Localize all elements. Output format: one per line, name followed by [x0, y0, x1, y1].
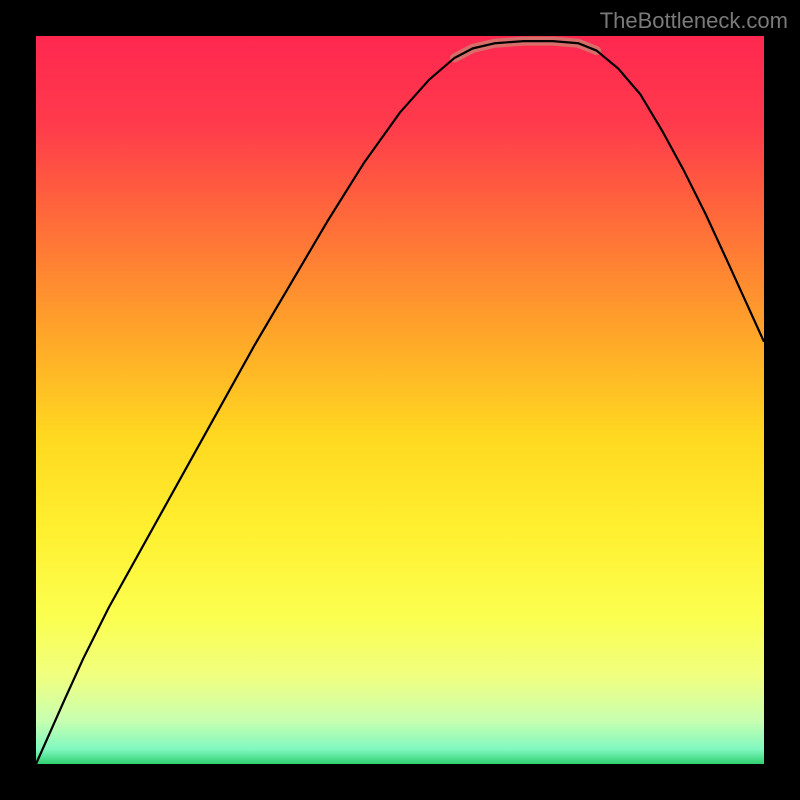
chart-svg	[36, 36, 764, 764]
watermark-text: TheBottleneck.com	[600, 8, 788, 34]
bottleneck-chart	[36, 36, 764, 764]
chart-background	[36, 36, 764, 764]
